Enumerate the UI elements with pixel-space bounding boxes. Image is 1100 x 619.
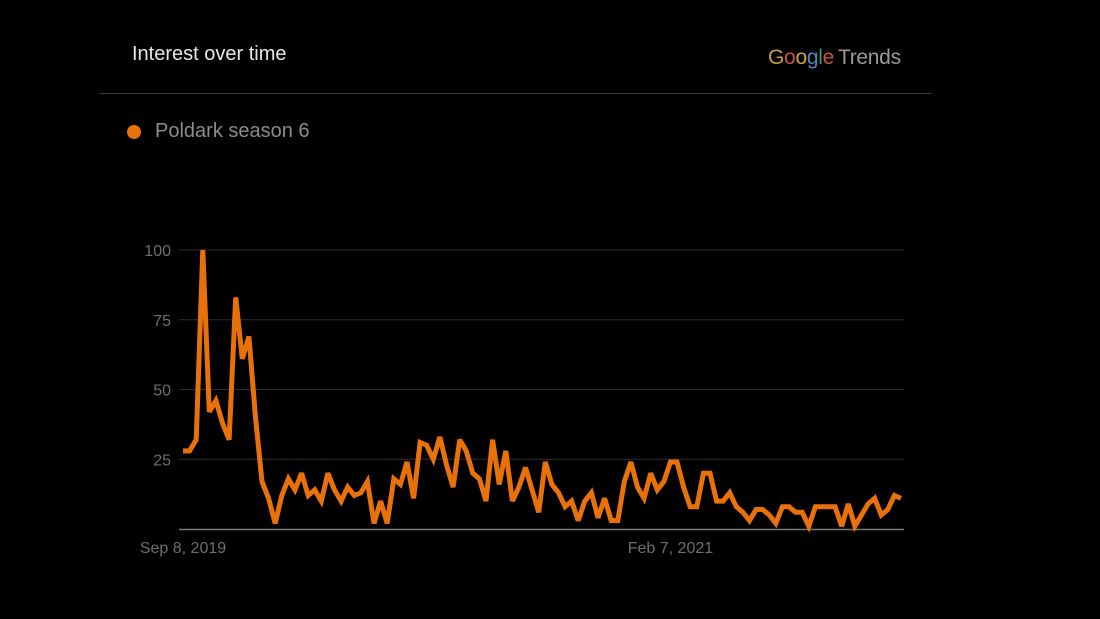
y-tick-label: 50 <box>153 383 171 400</box>
x-tick-label: Feb 7, 2021 <box>628 540 714 557</box>
logo-letter: G <box>768 46 785 69</box>
y-tick-label: 75 <box>153 313 171 330</box>
google-trends-logo: Google Trends <box>768 46 901 70</box>
google-wordmark: Google <box>768 46 834 69</box>
trends-wordmark: Trends <box>837 46 901 69</box>
series-line-poldark-season-6 <box>183 249 902 533</box>
logo-letter: l <box>818 46 823 69</box>
logo-letter: g <box>806 46 819 69</box>
logo-letter: o <box>784 46 796 69</box>
legend-dot-icon <box>127 124 141 139</box>
legend-label: Poldark season 6 <box>155 120 310 142</box>
logo-letter: e <box>822 46 835 69</box>
chart-title: Interest over time <box>132 43 287 65</box>
x-tick-label: Sep 8, 2019 <box>140 540 226 557</box>
header-divider <box>99 93 932 94</box>
y-tick-label: 25 <box>153 452 171 469</box>
legend[interactable]: Poldark season 6 <box>127 120 310 143</box>
y-tick-label: 100 <box>144 243 171 260</box>
logo-letter: o <box>795 46 807 69</box>
